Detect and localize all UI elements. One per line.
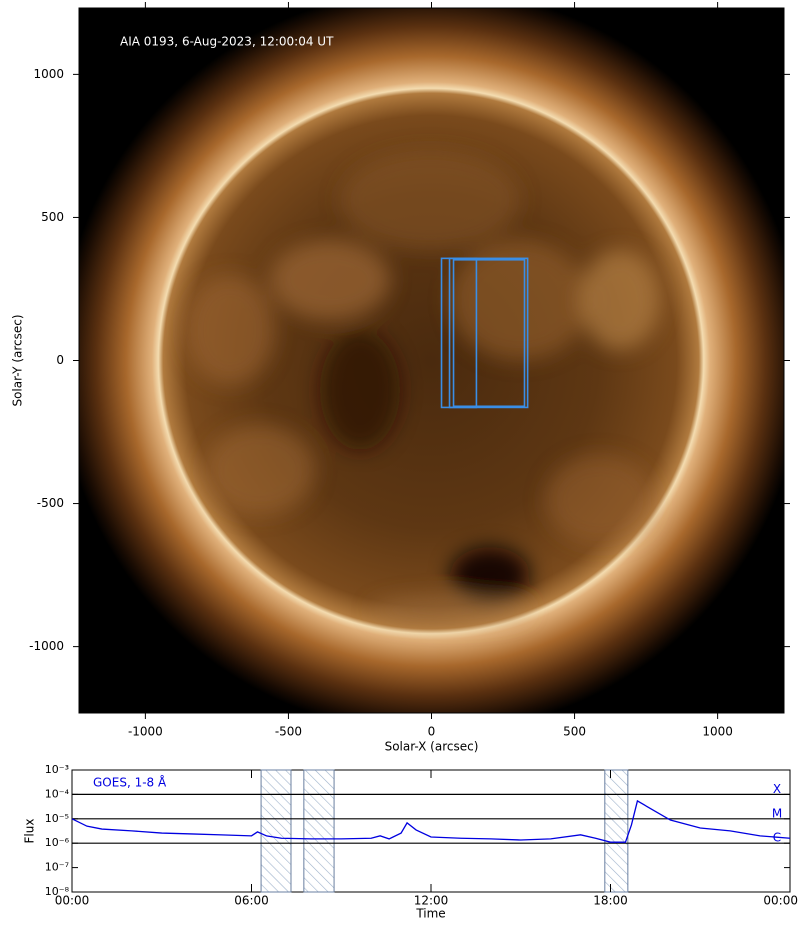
class-label: X xyxy=(773,782,781,796)
shaded-interval xyxy=(604,769,629,893)
shaded-interval xyxy=(260,769,292,893)
region-box xyxy=(448,257,529,409)
x-tick-label: 500 xyxy=(563,725,586,739)
legend-label: GOES, 1-8 Å xyxy=(93,775,167,790)
plot-frame xyxy=(71,769,791,893)
x-tick-label: 00:00 xyxy=(55,894,90,908)
y-tick-label: 10⁻⁴ xyxy=(45,787,70,800)
y-tick-label: 10⁻⁷ xyxy=(45,861,69,874)
y-tick-label: -1000 xyxy=(29,639,64,653)
x-tick-label: 00:00 xyxy=(763,894,798,908)
shaded-interval xyxy=(303,769,335,893)
region-box xyxy=(452,258,526,408)
x-tick-label: 12:00 xyxy=(414,894,449,908)
x-axis-label: Solar-X (arcsec) xyxy=(385,740,479,754)
class-label: M xyxy=(772,806,782,820)
y-tick-label: 1000 xyxy=(33,67,64,81)
y-tick-label: 0 xyxy=(56,353,64,367)
y-axis-label: Flux xyxy=(23,819,37,844)
flux-line xyxy=(71,799,791,843)
x-tick-label: -500 xyxy=(275,725,302,739)
solar-image xyxy=(79,8,784,713)
x-tick-label: 18:00 xyxy=(593,894,628,908)
y-tick-label: 500 xyxy=(41,210,64,224)
sun-texture xyxy=(185,150,660,625)
x-tick-label: -1000 xyxy=(128,725,163,739)
y-tick-label: 10⁻³ xyxy=(45,763,69,776)
x-tick-label: 06:00 xyxy=(234,894,269,908)
x-tick-label: 0 xyxy=(428,725,436,739)
y-tick-label: 10⁻⁶ xyxy=(45,836,70,849)
y-axis-label: Solar-Y (arcsec) xyxy=(11,314,25,406)
image-annotation: AIA 0193, 6-Aug-2023, 12:00:04 UT xyxy=(120,35,334,49)
y-tick-label: -500 xyxy=(37,496,64,510)
x-axis-label: Time xyxy=(415,907,445,921)
y-tick-label: 10⁻⁵ xyxy=(45,812,69,825)
y-tick-label: 10⁻⁸ xyxy=(45,885,70,898)
x-tick-label: 1000 xyxy=(702,725,733,739)
